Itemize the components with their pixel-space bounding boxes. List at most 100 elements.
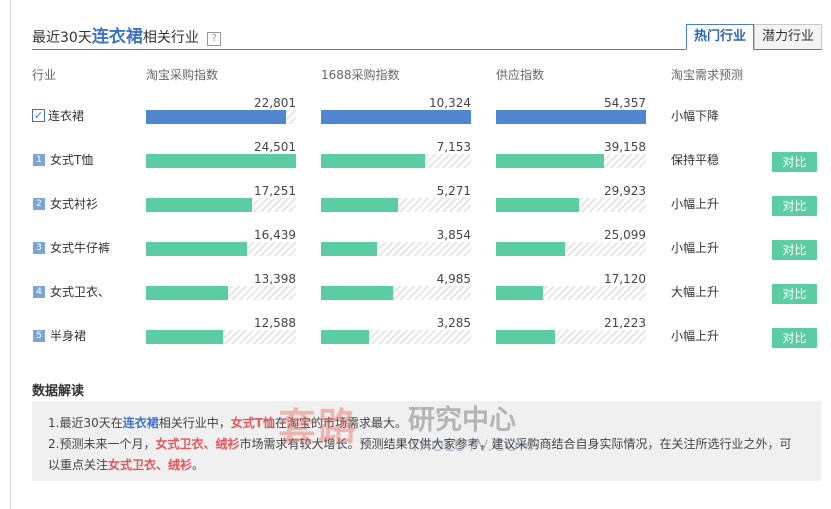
left-divider xyxy=(10,0,11,509)
text-segment: 市场需求有较大增长。预测结果仅供大家参考，建议采购商结合自身实际情况，在关注所选… xyxy=(239,437,792,451)
col-header-supply-index: 供应指数 xyxy=(496,68,545,82)
supply-index-track xyxy=(496,330,646,344)
industry-name: 女式牛仔裤 xyxy=(50,241,111,255)
ali1688-index-track xyxy=(321,154,471,168)
taobao-index-bar xyxy=(146,242,247,256)
title-prefix: 最近30天 xyxy=(32,30,92,46)
supply-index-track xyxy=(496,154,646,168)
interpretation-line-1: 1.最近30天在连衣裙相关行业中，女式T恤在淘宝的市场需求最大。 xyxy=(48,413,805,434)
ali1688-index-track xyxy=(321,110,471,124)
text-segment: 以重点关注 xyxy=(48,458,109,472)
compare-button[interactable]: 对比 xyxy=(772,240,817,260)
col-header-1688-index: 1688采购指数 xyxy=(321,68,400,82)
table-row: 2 女式衬衫 17,251 5,271 29,923 小幅上升 对比 xyxy=(0,184,831,232)
table-row: 4 女式卫衣、 13,398 4,985 17,120 大幅上升 对比 xyxy=(0,272,831,320)
tab-hot-industry[interactable]: 热门行业 xyxy=(685,24,754,50)
title-suffix: 相关行业 xyxy=(142,30,199,46)
rank-badge: 3 xyxy=(33,241,45,254)
supply-index-value: 39,158 xyxy=(604,140,646,154)
taobao-index-cell: 13,398 xyxy=(146,272,296,300)
supply-index-track xyxy=(496,242,646,256)
supply-index-bar xyxy=(496,330,555,344)
highlight-industry: 女式卫衣、绒衫 xyxy=(155,437,240,451)
text-segment: 2.预测未来一个月， xyxy=(48,437,156,451)
demand-forecast: 小幅上升 xyxy=(671,197,720,211)
help-icon[interactable]: ? xyxy=(207,32,222,46)
ali1688-index-value: 4,985 xyxy=(436,272,471,286)
taobao-index-bar xyxy=(146,286,228,300)
industry-name: 半身裙 xyxy=(50,329,87,343)
ali1688-index-bar xyxy=(321,286,393,300)
compare-button[interactable]: 对比 xyxy=(772,284,817,304)
demand-forecast: 小幅下降 xyxy=(671,109,720,123)
selected-checkbox[interactable]: ✓ xyxy=(32,109,45,122)
taobao-index-cell: 16,439 xyxy=(146,228,296,256)
interpretation-line-3: 以重点关注女式卫衣、绒衫。 xyxy=(48,455,805,476)
table-row: 3 女式牛仔裤 16,439 3,854 25,099 小幅上升 对比 xyxy=(0,228,831,276)
industry-name-cell: ✓ 连衣裙 xyxy=(32,107,84,124)
panel-header: 最近30天连衣裙相关行业 ? 热门行业 潜力行业 xyxy=(32,18,822,50)
tab-potential-industry[interactable]: 潜力行业 xyxy=(753,24,822,50)
ali1688-index-bar xyxy=(321,110,471,124)
supply-index-cell: 17,120 xyxy=(496,272,646,300)
supply-index-value: 17,120 xyxy=(604,272,646,286)
ali1688-index-cell: 3,854 xyxy=(321,228,471,256)
text-segment: 相关行业中， xyxy=(158,416,231,430)
taobao-index-track xyxy=(146,110,296,124)
rank-badge: 2 xyxy=(33,197,45,210)
highlight-industry: 女式T恤 xyxy=(230,416,275,430)
interpretation-line-2: 2.预测未来一个月，女式卫衣、绒衫市场需求有较大增长。预测结果仅供大家参考，建议… xyxy=(48,434,805,455)
taobao-index-track xyxy=(146,286,296,300)
taobao-index-value: 12,588 xyxy=(254,316,296,330)
taobao-index-cell: 22,801 xyxy=(146,96,296,124)
taobao-index-track xyxy=(146,198,296,212)
ali1688-index-bar xyxy=(321,330,369,344)
compare-button[interactable]: 对比 xyxy=(772,152,817,172)
industry-name-cell: 5 半身裙 xyxy=(32,327,86,344)
industry-name-cell: 1 女式T恤 xyxy=(32,151,93,168)
taobao-index-track xyxy=(146,330,296,344)
table-row: 5 半身裙 12,588 3,285 21,223 小幅上升 对比 xyxy=(0,316,831,364)
supply-index-bar xyxy=(496,154,604,168)
taobao-index-track xyxy=(146,154,296,168)
demand-forecast: 小幅上升 xyxy=(671,241,720,255)
industry-name-cell: 3 女式牛仔裤 xyxy=(32,239,110,256)
taobao-index-cell: 24,501 xyxy=(146,140,296,168)
ali1688-index-value: 3,285 xyxy=(436,316,471,330)
industry-name-cell: 2 女式衬衫 xyxy=(32,195,98,212)
rank-badge: 5 xyxy=(33,329,45,342)
demand-forecast: 小幅上升 xyxy=(671,329,720,343)
taobao-index-track xyxy=(146,242,296,256)
demand-forecast: 大幅上升 xyxy=(671,285,720,299)
compare-button[interactable]: 对比 xyxy=(772,196,817,216)
text-segment: 在淘宝的市场需求最大。 xyxy=(274,416,407,430)
ali1688-index-cell: 7,153 xyxy=(321,140,471,168)
taobao-index-cell: 12,588 xyxy=(146,316,296,344)
rank-badge: 1 xyxy=(33,153,45,166)
ali1688-index-value: 5,271 xyxy=(436,184,471,198)
supply-index-cell: 54,357 xyxy=(496,96,646,124)
ali1688-index-track xyxy=(321,330,471,344)
taobao-index-value: 13,398 xyxy=(254,272,296,286)
industry-name: 连衣裙 xyxy=(48,109,85,123)
supply-index-bar xyxy=(496,110,646,124)
rank-badge: 4 xyxy=(33,285,45,298)
supply-index-value: 54,357 xyxy=(604,96,646,110)
industry-name: 女式衬衫 xyxy=(50,197,99,211)
supply-index-bar xyxy=(496,286,543,300)
supply-index-value: 21,223 xyxy=(604,316,646,330)
ali1688-index-cell: 5,271 xyxy=(321,184,471,212)
supply-index-bar xyxy=(496,242,565,256)
interpretation-title: 数据解读 xyxy=(32,384,85,399)
industry-name-cell: 4 女式卫衣、 xyxy=(32,283,110,300)
ali1688-index-bar xyxy=(321,198,398,212)
taobao-index-value: 16,439 xyxy=(254,228,296,242)
compare-button[interactable]: 对比 xyxy=(772,328,817,348)
taobao-index-value: 24,501 xyxy=(254,140,296,154)
supply-index-track xyxy=(496,110,646,124)
text-segment: 。 xyxy=(192,458,205,472)
taobao-index-bar xyxy=(146,198,252,212)
text-segment: 1.最近30天在 xyxy=(48,416,123,430)
ali1688-index-value: 3,854 xyxy=(436,228,471,242)
ali1688-index-bar xyxy=(321,154,425,168)
